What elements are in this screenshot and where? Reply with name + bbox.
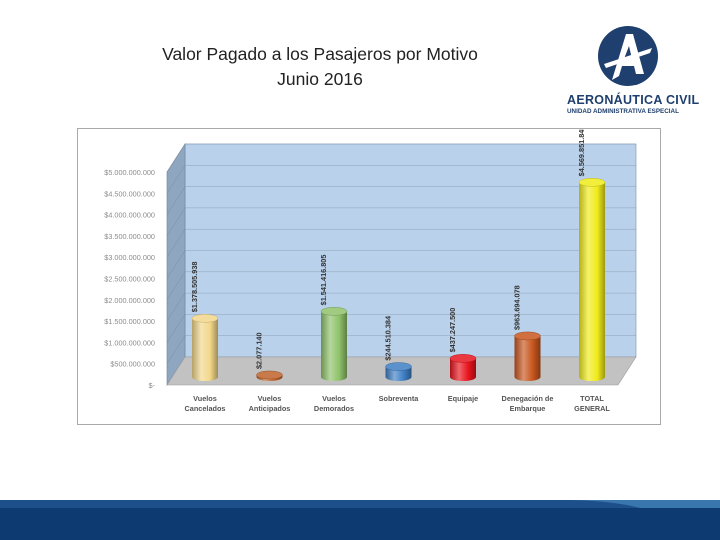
y-tick-label: $500.000.000 [110,360,155,369]
bar-top [514,331,541,341]
y-tick-label: $2.000.000.000 [104,296,155,305]
bar-5 [514,331,541,381]
bar-top [191,314,219,323]
y-tick-label: $2.500.000.000 [104,275,155,284]
bar-value-label: $1.541.416.805 [319,255,328,306]
bar-top [256,370,283,380]
bar-body [450,358,476,381]
bar-top [578,178,606,187]
chart-gridline-side [166,292,186,322]
bar-body [579,182,605,381]
title-line-1: Valor Pagado a los Pasajeros por Motivo [162,44,478,64]
y-tick-label: $1.000.000.000 [104,338,155,347]
x-category-label: Sobreventa [379,394,420,403]
x-category-label: Vuelos Cancelados [185,394,226,413]
bar-6 [578,178,606,381]
bar-top [320,307,348,316]
chart-gridline-side [166,314,186,343]
bar-top [385,362,412,371]
bar-value-label: $963.694.078 [513,285,522,330]
page-title: Valor Pagado a los Pasajeros por Motivo … [105,42,535,92]
chart-gridline-side [166,186,186,215]
bar-chart: $- $500.000.000 $1.000.000.000 $1.500.000.0… [104,129,637,413]
chart-gridline-side [166,207,186,237]
bar-value-label: $1.378.505.938 [190,262,199,313]
aeronautica-civil-logo [598,26,658,86]
y-tick-label: $5.000.000.000 [104,168,155,177]
bar-2 [320,307,348,381]
bar-3 [385,362,412,381]
bar-1 [256,370,283,381]
bar-body [321,311,347,381]
bar-value-label: $2.077.140 [255,332,264,369]
x-category-label: Vuelos Demorados [314,394,354,413]
bar-4 [449,354,477,381]
chart-frame: $- $500.000.000 $1.000.000.000 $1.500.000.0… [77,128,661,425]
footer-dark-band [0,508,720,540]
chart-gridline-side [166,165,186,194]
chart-gridline-side [166,143,186,173]
bar-value-label: $244.510.384 [384,315,393,361]
bar-top [449,354,477,363]
title-line-2: Junio 2016 [277,69,363,89]
x-category-label: Vuelos Anticipados [249,394,291,413]
chart-gridline-side [166,229,186,258]
logo-swoosh-icon [604,48,652,68]
y-tick-label: $3.000.000.000 [104,253,155,262]
logo-subtitle: UNIDAD ADMINISTRATIVA ESPECIAL [567,108,679,115]
y-tick-label: $4.000.000.000 [104,211,155,220]
footer-band [0,500,720,540]
chart-gridline-side [166,335,186,364]
chart-gridline-side [166,250,186,279]
y-tick-label: $1.500.000.000 [104,317,155,326]
y-tick-label: $- [149,381,156,390]
logo-name: AERONÁUTICA CIVIL [567,93,700,107]
bar-value-label: $4.569.851.845 [577,129,586,176]
logo-a-letter-icon [612,34,644,80]
bar-body [192,318,218,381]
chart-gridline-side [166,271,186,300]
x-category-label: TOTAL GENERAL [574,394,610,413]
bar-0 [191,314,219,381]
x-category-label: Denegación de Embarque [502,394,554,413]
footer-swoosh [0,500,640,508]
x-category-label: Equipaje [448,394,478,403]
y-tick-label: $3.500.000.000 [104,232,155,241]
y-tick-label: $4.500.000.000 [104,189,155,198]
bar-value-label: $437.247.500 [448,308,457,353]
bar-body [514,335,541,381]
